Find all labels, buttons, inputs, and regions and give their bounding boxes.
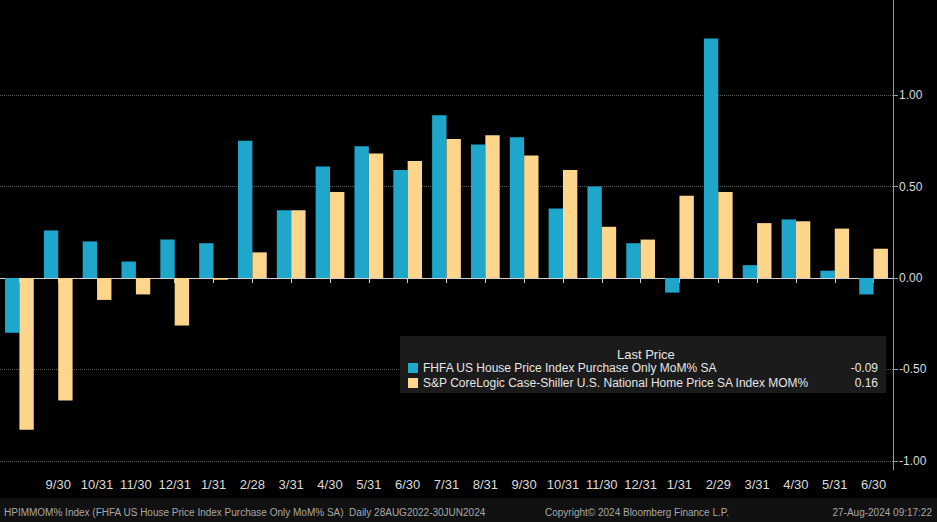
svg-text:2/29: 2/29 bbox=[706, 477, 731, 492]
svg-text:12/31: 12/31 bbox=[624, 477, 657, 492]
svg-text:7/31: 7/31 bbox=[434, 477, 459, 492]
svg-text:-0.50: -0.50 bbox=[899, 362, 927, 376]
svg-text:HPIMMOM% Index (FHFA US House: HPIMMOM% Index (FHFA US House Price Inde… bbox=[4, 507, 486, 518]
svg-text:1/31: 1/31 bbox=[201, 477, 226, 492]
svg-text:FHFA US House Price Index Purc: FHFA US House Price Index Purchase Only … bbox=[423, 361, 716, 375]
svg-text:-1.00: -1.00 bbox=[899, 454, 927, 468]
svg-text:0.50: 0.50 bbox=[899, 180, 923, 194]
svg-text:4/30: 4/30 bbox=[317, 477, 342, 492]
svg-text:0.00: 0.00 bbox=[899, 271, 923, 285]
svg-text:12/31: 12/31 bbox=[158, 477, 191, 492]
svg-text:27-Aug-2024 09:17:22: 27-Aug-2024 09:17:22 bbox=[832, 507, 932, 518]
svg-text:2/28: 2/28 bbox=[240, 477, 265, 492]
svg-text:5/31: 5/31 bbox=[822, 477, 847, 492]
svg-text:10/31: 10/31 bbox=[81, 477, 114, 492]
svg-text:3/31: 3/31 bbox=[744, 477, 769, 492]
svg-text:11/30: 11/30 bbox=[120, 477, 152, 492]
svg-text:11/30: 11/30 bbox=[586, 477, 618, 492]
svg-text:Last Price: Last Price bbox=[617, 347, 675, 362]
svg-text:10/31: 10/31 bbox=[547, 477, 580, 492]
svg-text:4/30: 4/30 bbox=[783, 477, 808, 492]
svg-text:1/31: 1/31 bbox=[667, 477, 692, 492]
svg-text:6/30: 6/30 bbox=[861, 477, 886, 492]
svg-text:9/30: 9/30 bbox=[46, 477, 71, 492]
svg-text:3/31: 3/31 bbox=[279, 477, 304, 492]
svg-text:Copyright© 2024 Bloomberg Fina: Copyright© 2024 Bloomberg Finance L.P. bbox=[545, 507, 729, 518]
svg-text:6/30: 6/30 bbox=[395, 477, 420, 492]
svg-text:9/30: 9/30 bbox=[511, 477, 536, 492]
svg-text:5/31: 5/31 bbox=[356, 477, 381, 492]
svg-text:S&P CoreLogic Case-Shiller U.S: S&P CoreLogic Case-Shiller U.S. National… bbox=[423, 376, 809, 390]
svg-text:0.16: 0.16 bbox=[855, 376, 879, 390]
svg-text:8/31: 8/31 bbox=[473, 477, 498, 492]
svg-text:-0.09: -0.09 bbox=[851, 361, 879, 375]
svg-text:1.00: 1.00 bbox=[899, 88, 923, 102]
